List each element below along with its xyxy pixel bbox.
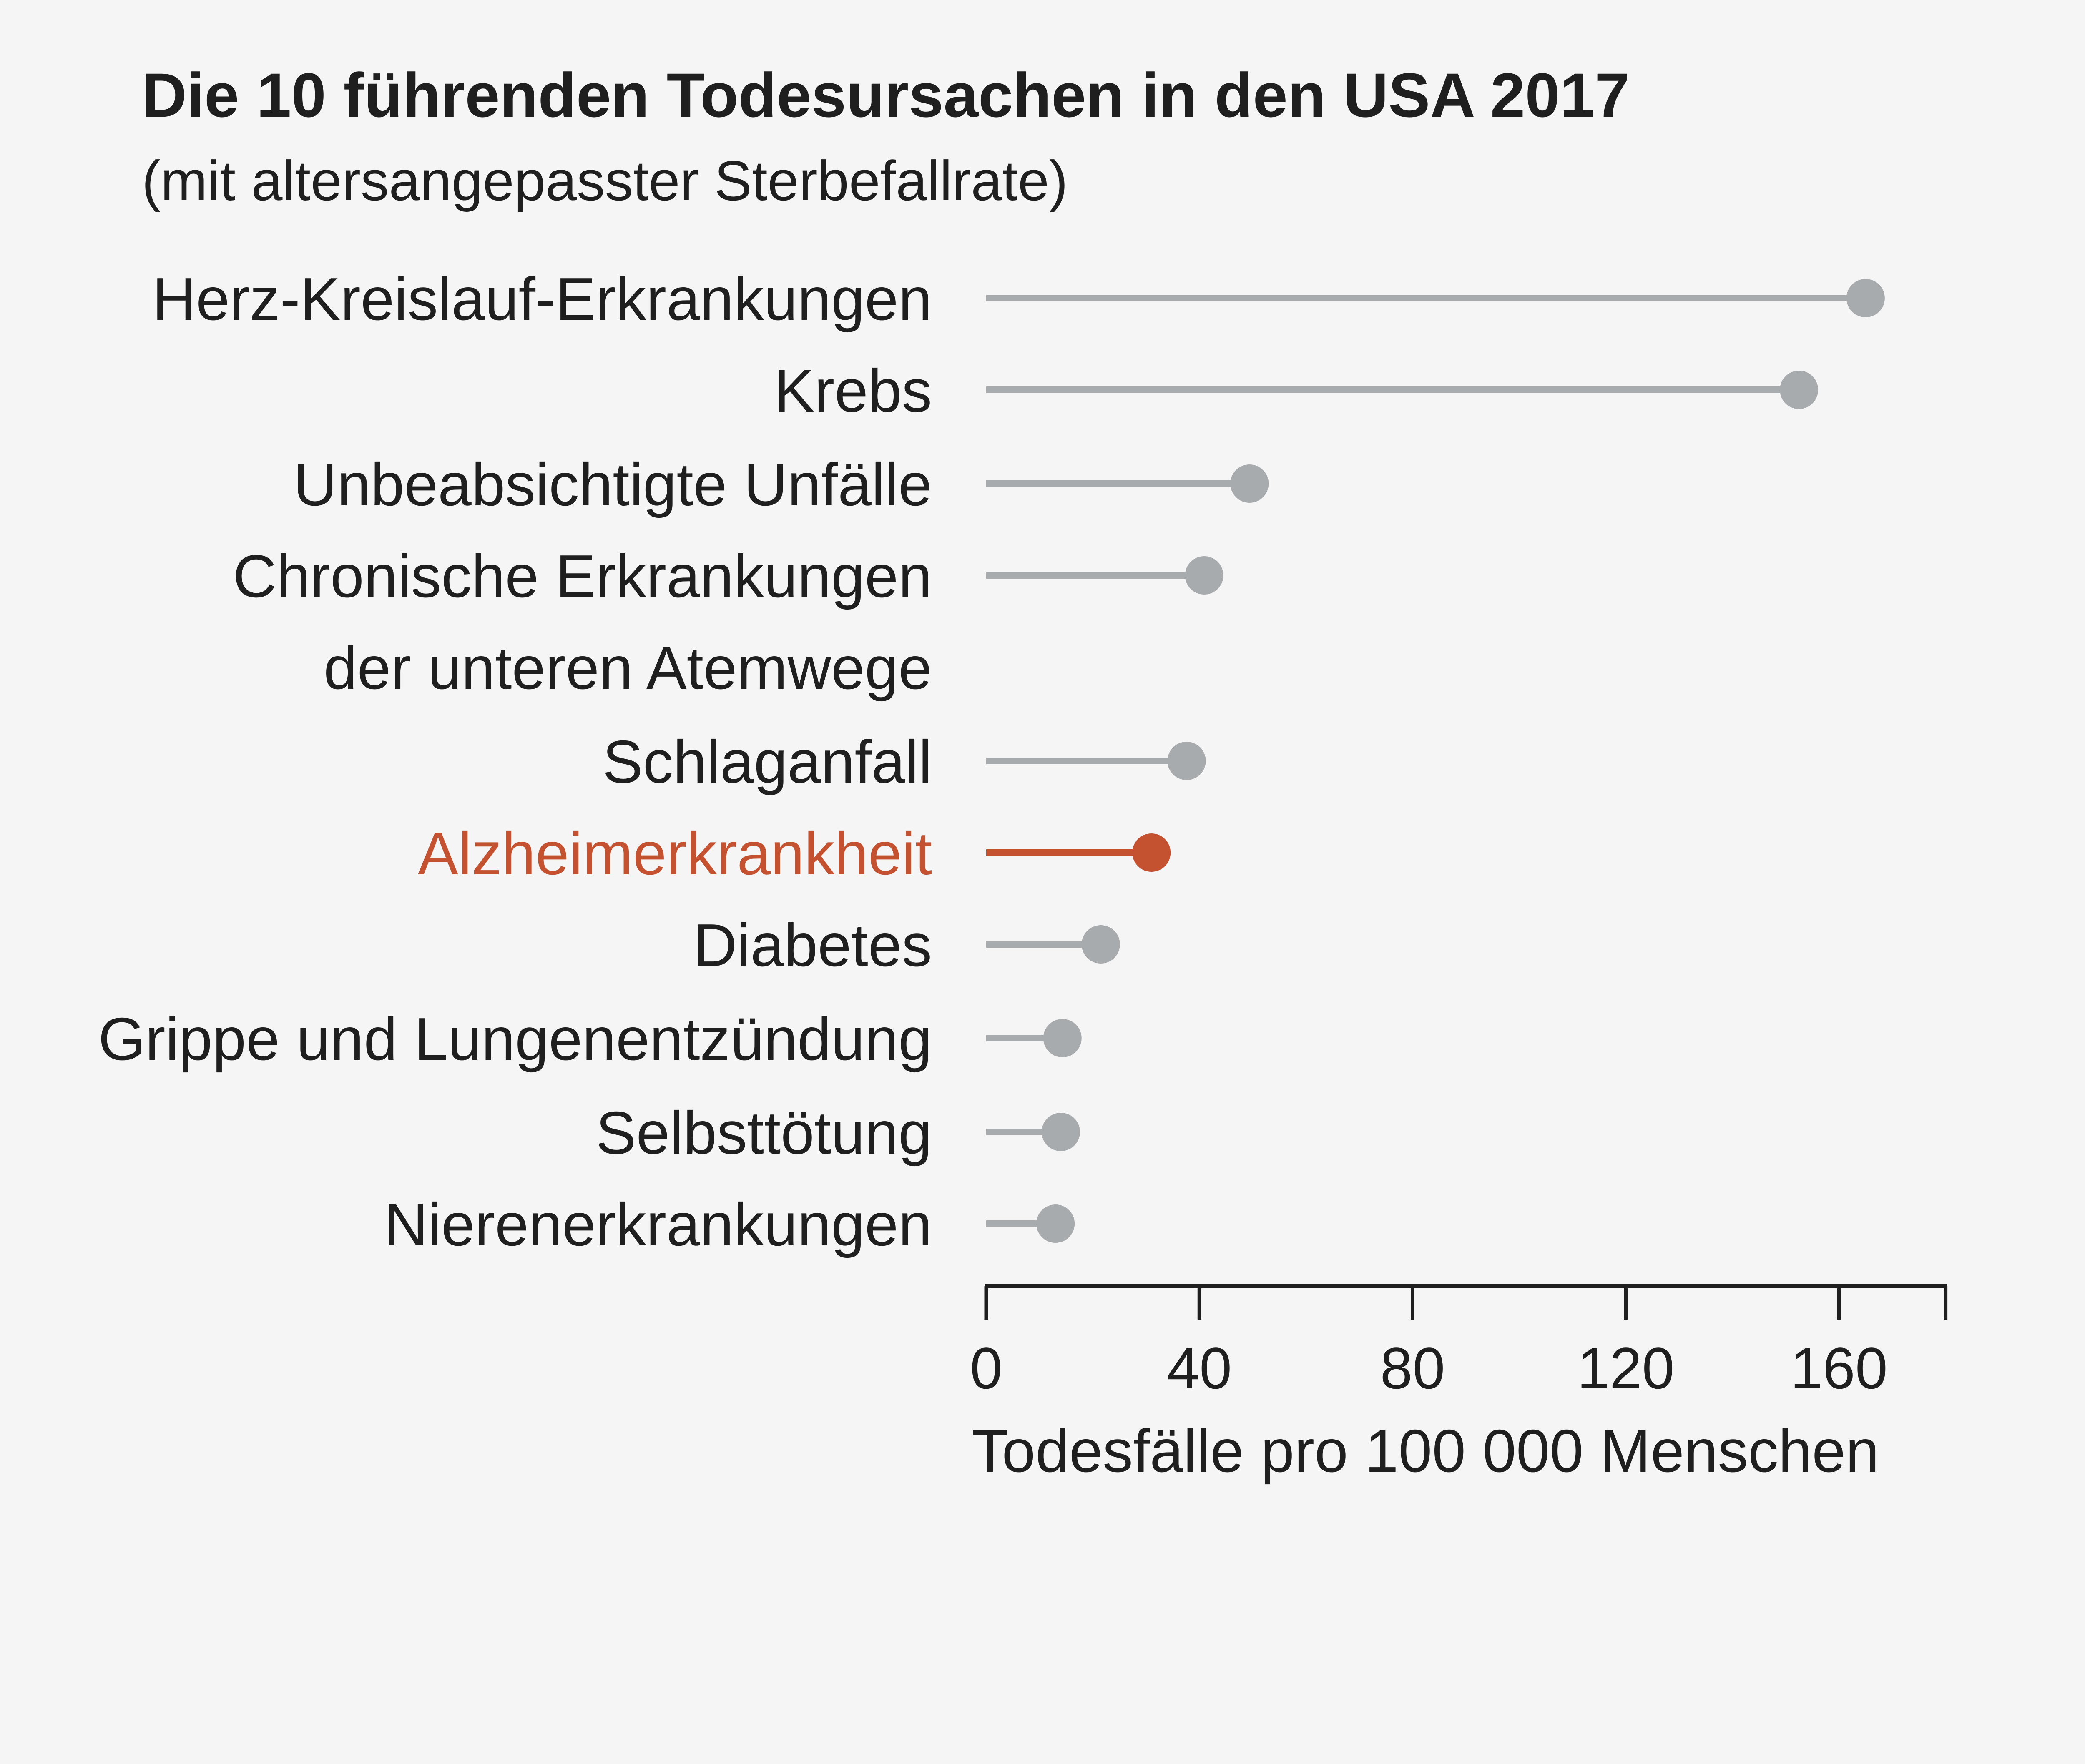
category-label: Schlaganfall bbox=[603, 728, 932, 795]
x-tick-label: 120 bbox=[1577, 1335, 1675, 1401]
x-axis-title: Todesfälle pro 100 000 Menschen bbox=[972, 1417, 1879, 1485]
x-tick-label: 160 bbox=[1790, 1335, 1888, 1401]
x-tick-label: 40 bbox=[1167, 1335, 1232, 1401]
lollipop-row: Unbeabsichtigte Unfälle bbox=[294, 451, 1269, 518]
lollipop-dot bbox=[1230, 464, 1269, 503]
chart-subtitle: (mit altersangepasster Sterbefallrate) bbox=[142, 149, 1068, 212]
lollipop-dot bbox=[1780, 371, 1819, 409]
lollipop-row: Grippe und Lungenentzündung bbox=[98, 1005, 1082, 1073]
lollipop-rows: Herz-Kreislauf-Erkrankungen Krebs Unbeabsi… bbox=[98, 265, 1885, 1258]
lollipop-dot bbox=[1167, 742, 1206, 780]
lollipop-row: Alzheimerkrankheit bbox=[418, 820, 1171, 887]
category-label: Selbsttötung bbox=[596, 1099, 932, 1167]
lollipop-row: Herz-Kreislauf-Erkrankungen bbox=[152, 265, 1885, 333]
category-label: Alzheimerkrankheit bbox=[418, 820, 932, 887]
lollipop-dot bbox=[1036, 1204, 1075, 1243]
lollipop-dot bbox=[1846, 279, 1885, 317]
category-label: Herz-Kreislauf-Erkrankungen bbox=[152, 265, 932, 333]
lollipop-row: Nierenerkrankungen bbox=[384, 1191, 1075, 1258]
category-label: Unbeabsichtigte Unfälle bbox=[294, 451, 932, 518]
lollipop-dot bbox=[1041, 1113, 1080, 1151]
x-tick-label: 80 bbox=[1380, 1335, 1445, 1401]
category-label: Grippe und Lungenentzündung bbox=[98, 1005, 932, 1073]
category-label: Chronische Erkrankungen bbox=[233, 542, 932, 610]
category-label: Diabetes bbox=[693, 911, 932, 979]
category-label: Nierenerkrankungen bbox=[384, 1191, 932, 1258]
x-tick-label: 0 bbox=[970, 1335, 1002, 1401]
lollipop-row: Krebs bbox=[774, 357, 1819, 424]
x-axis: 0 40 80 120 160 bbox=[970, 1284, 1948, 1401]
chart-title: Die 10 führenden Todesursachen in den US… bbox=[142, 60, 1630, 130]
lollipop-dot bbox=[1132, 833, 1171, 872]
lollipop-row: Selbsttötung bbox=[596, 1099, 1080, 1167]
category-label: Krebs bbox=[774, 357, 932, 424]
lollipop-row: Diabetes bbox=[693, 911, 1120, 979]
lollipop-dot bbox=[1185, 556, 1223, 595]
category-label: der unteren Atemwege bbox=[324, 634, 932, 702]
lollipop-dot bbox=[1043, 1019, 1082, 1057]
lollipop-row: Schlaganfall bbox=[603, 728, 1206, 795]
lollipop-dot bbox=[1081, 925, 1120, 964]
lollipop-row: Chronische Erkrankungen der unteren Atemw… bbox=[233, 542, 1223, 702]
